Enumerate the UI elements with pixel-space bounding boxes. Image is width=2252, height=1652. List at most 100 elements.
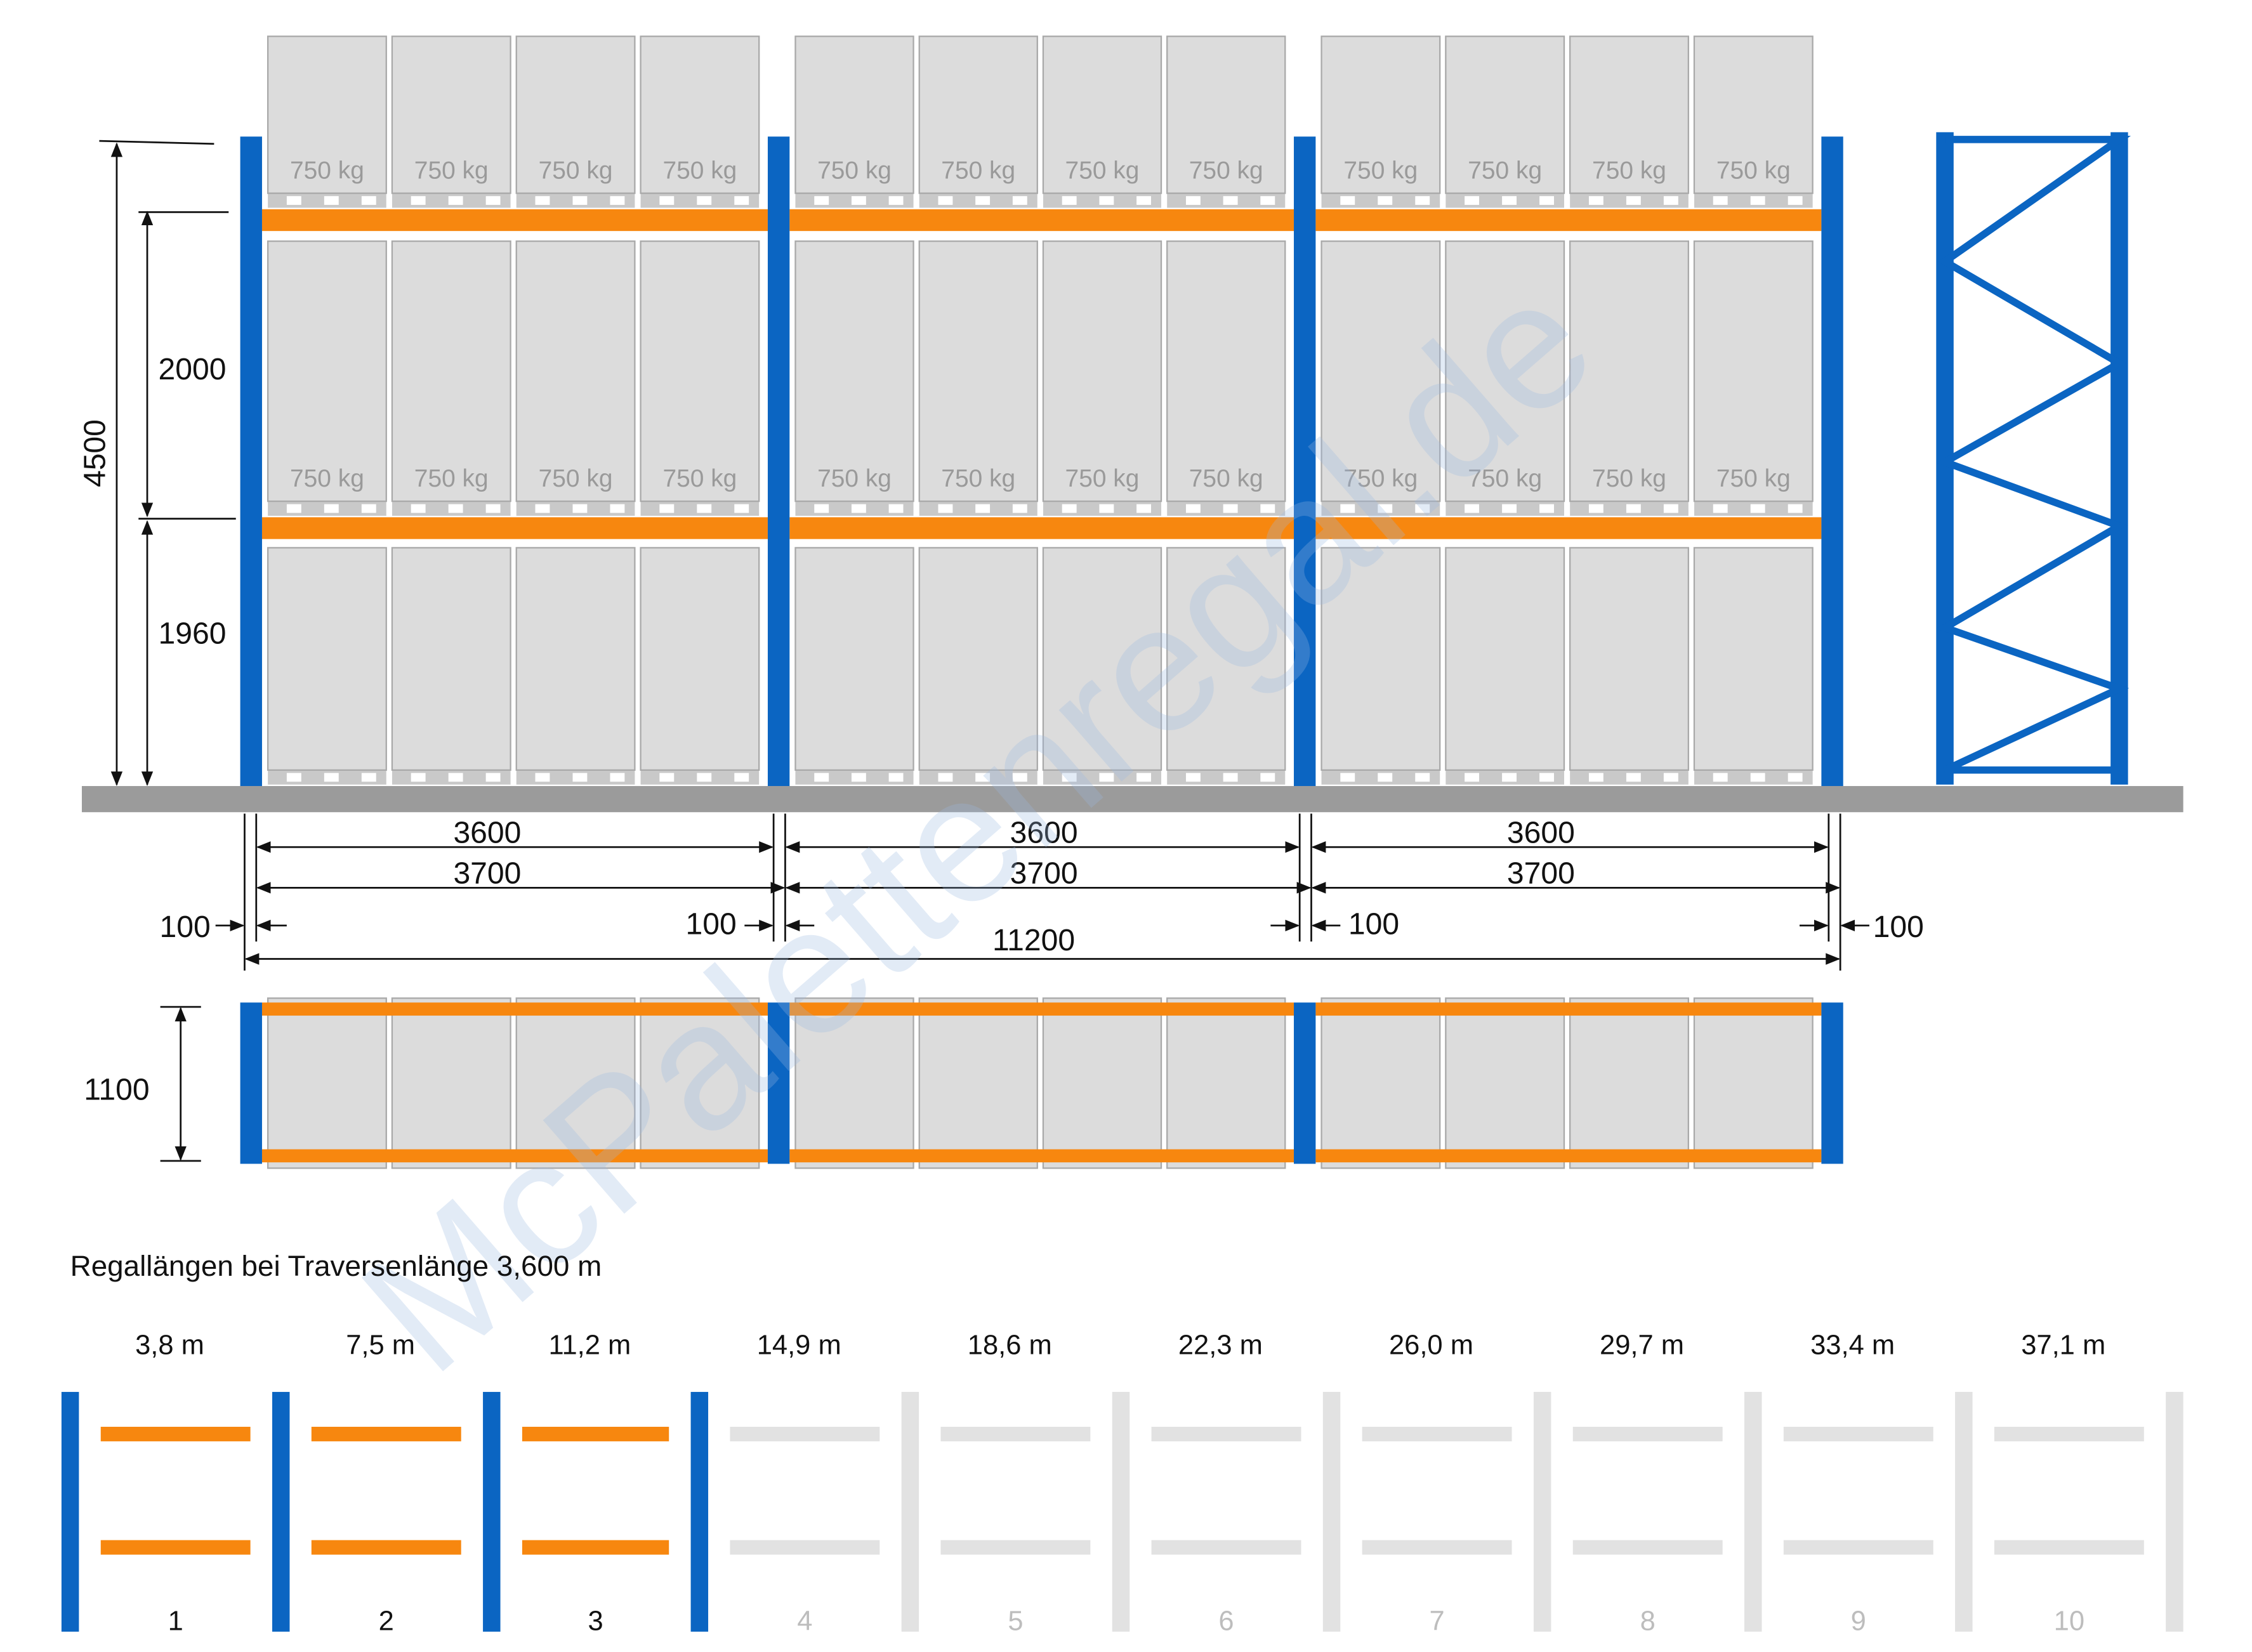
length-beam-bottom [1151, 1540, 1301, 1555]
load-label: 750 kg [1065, 465, 1140, 492]
length-beam-bottom [1783, 1540, 1933, 1555]
beam [261, 517, 768, 539]
load-label: 750 kg [1468, 465, 1542, 492]
pallet-load [1320, 547, 1441, 785]
length-beam-bottom [940, 1540, 1091, 1555]
pallet-load: 750 kg [1042, 36, 1162, 208]
beam-top [789, 1149, 1294, 1163]
rack-length-item: 3,8 m 1 [100, 1330, 251, 1637]
pallet-load: 750 kg [1569, 36, 1689, 208]
length-beam-bottom [1572, 1540, 1723, 1555]
pallet-top [640, 997, 760, 1169]
rack-lengths-row: 3,8 m 1 7,5 m 2 11,2 m 3 14,9 m 4 18,6 m 5 22,3 m 6… [61, 1330, 2183, 1637]
load-label: 750 kg [1468, 157, 1542, 185]
length-number: 3 [588, 1606, 603, 1637]
pallet-load: 750 kg [918, 240, 1038, 516]
load-label: 750 kg [941, 465, 1015, 492]
upright [240, 136, 262, 787]
load-label: 750 kg [1189, 465, 1263, 492]
beam [1315, 209, 1822, 232]
pallet-load: 750 kg [794, 36, 914, 208]
pallet-load: 750 kg [794, 240, 914, 516]
beam-top [261, 1149, 768, 1163]
load-label: 750 kg [1592, 157, 1666, 185]
length-upright [272, 1392, 290, 1632]
pallet-load: 750 kg [267, 240, 387, 516]
length-beam-bottom [522, 1540, 669, 1555]
dim-beam-length-3: 3600 [1507, 815, 1575, 849]
load-label: 750 kg [290, 465, 364, 492]
pallet-top [1320, 997, 1441, 1169]
pallet-top [391, 997, 511, 1169]
length-upright [1744, 1392, 1762, 1632]
dim-overhang-mid-2: 100 [1348, 907, 1399, 941]
pallet-load: 750 kg [1166, 240, 1286, 516]
pallet-top [1166, 997, 1286, 1169]
length-beam-top [730, 1427, 880, 1441]
load-label: 750 kg [414, 465, 489, 492]
pallet-top [918, 997, 1038, 1169]
pallet-top [1445, 997, 1565, 1169]
load-label: 750 kg [1592, 465, 1666, 492]
length-beam-bottom [1362, 1540, 1512, 1555]
dim-level-height-top: 2000 [159, 352, 227, 386]
length-number: 6 [1218, 1606, 1234, 1637]
length-beam-top [522, 1427, 669, 1441]
length-value: 33,4 m [1810, 1330, 1895, 1361]
length-upright [1955, 1392, 1973, 1632]
pallet-load: 750 kg [1693, 240, 1814, 516]
floor [81, 786, 2183, 813]
pallet-load [1042, 547, 1162, 785]
beam-top [1315, 1149, 1822, 1163]
length-beam-top [311, 1427, 461, 1441]
pallet-top [1693, 997, 1814, 1169]
beam [789, 517, 1294, 539]
rack-length-item: 22,3 m 6 [1151, 1330, 1301, 1637]
load-label: 750 kg [941, 157, 1015, 185]
pallet-load: 750 kg [918, 36, 1038, 208]
length-upright [690, 1392, 709, 1632]
beam-top [1315, 1002, 1822, 1016]
length-number: 5 [1008, 1606, 1023, 1637]
load-label: 750 kg [539, 157, 613, 185]
side-frame-post-right [2110, 132, 2128, 785]
load-label: 750 kg [817, 157, 892, 185]
length-value: 22,3 m [1178, 1330, 1263, 1361]
load-label: 750 kg [539, 465, 613, 492]
pallet-load: 750 kg [515, 36, 636, 208]
dim-total-height: 4500 [78, 419, 112, 487]
dimension-labels: 4500 2000 1960 3600 3600 3600 3700 3700 … [78, 352, 1924, 1107]
upright-top [1294, 1002, 1316, 1164]
dim-overhang-left: 100 [159, 910, 210, 944]
pallet-top [794, 997, 914, 1169]
length-beam-top [1572, 1427, 1723, 1441]
pallet-load [1569, 547, 1689, 785]
load-label: 750 kg [290, 157, 364, 185]
pallet-load [515, 547, 636, 785]
pallet-load: 750 kg [1445, 240, 1565, 516]
pallet-load: 750 kg [1320, 240, 1441, 516]
rack-length-item: 33,4 m 9 [1783, 1330, 1933, 1637]
upright [1821, 136, 1843, 787]
length-value: 11,2 m [549, 1330, 631, 1361]
upright [1294, 136, 1316, 787]
lengths-caption: Regallängen bei Traversenlänge 3,600 m [70, 1250, 602, 1282]
length-beam-bottom [311, 1540, 461, 1555]
rack-length-item: 37,1 m 10 [1994, 1330, 2144, 1637]
dim-depth: 1100 [84, 1073, 149, 1107]
length-upright [1533, 1392, 1551, 1632]
load-label: 750 kg [817, 465, 892, 492]
pallet-load: 750 kg [515, 240, 636, 516]
length-value: 18,6 m [968, 1330, 1052, 1361]
length-beam-top [1994, 1427, 2144, 1441]
pallet-load: 750 kg [1569, 240, 1689, 516]
dim-bay-length-2: 3700 [1010, 856, 1078, 890]
pallet-load [794, 547, 914, 785]
load-label: 750 kg [1189, 157, 1263, 185]
dim-overhang-mid-1: 100 [686, 907, 737, 941]
dim-beam-length-2: 3600 [1010, 815, 1078, 849]
dim-total-length: 11200 [992, 923, 1075, 957]
load-label: 750 kg [1343, 157, 1418, 185]
length-value: 29,7 m [1600, 1330, 1684, 1361]
beam-top [789, 1002, 1294, 1016]
